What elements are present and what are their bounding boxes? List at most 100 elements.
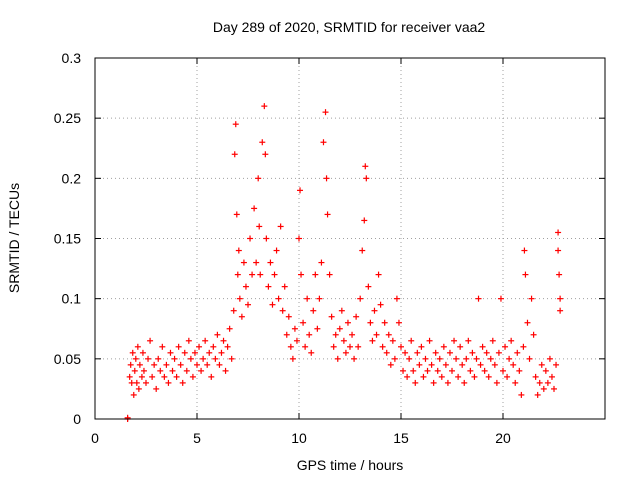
data-point <box>402 349 409 356</box>
data-point <box>522 271 529 278</box>
data-point <box>387 361 394 368</box>
data-point <box>479 343 486 350</box>
data-point <box>310 307 317 314</box>
x-tick-label: 15 <box>393 430 409 446</box>
data-point <box>127 361 134 368</box>
data-point <box>379 343 386 350</box>
data-point <box>451 337 458 344</box>
data-point <box>157 367 164 374</box>
data-point <box>179 379 186 386</box>
data-point <box>406 355 413 362</box>
data-point <box>308 349 315 356</box>
data-point <box>446 349 453 356</box>
x-axis: 0 5 10 15 20 <box>91 58 511 446</box>
data-point <box>191 349 198 356</box>
data-point <box>495 349 502 356</box>
data-point <box>293 337 300 344</box>
data-point <box>240 259 247 266</box>
data-point <box>218 349 225 356</box>
data-point <box>140 367 147 374</box>
y-tick-label: 0.3 <box>62 50 82 66</box>
data-point <box>351 355 358 362</box>
data-point <box>298 271 305 278</box>
data-point <box>475 295 482 302</box>
data-point <box>161 373 168 380</box>
data-point <box>404 373 411 380</box>
data-point <box>555 247 562 254</box>
data-point <box>133 379 140 386</box>
data-point <box>510 361 517 368</box>
data-point <box>420 373 427 380</box>
data-point <box>251 205 258 212</box>
data-point <box>424 367 431 374</box>
x-tick-label: 20 <box>495 430 511 446</box>
data-point <box>440 343 447 350</box>
data-point <box>532 373 539 380</box>
data-points <box>124 103 564 422</box>
data-point <box>459 361 466 368</box>
data-point <box>365 283 372 290</box>
data-point <box>328 313 335 320</box>
data-point <box>449 367 455 374</box>
data-point <box>269 301 276 308</box>
data-point <box>235 247 242 254</box>
data-point <box>231 151 238 158</box>
data-point <box>177 361 184 368</box>
x-tick-label: 0 <box>91 430 99 446</box>
grid-lines <box>95 58 605 419</box>
data-point <box>347 343 353 350</box>
data-point <box>132 355 139 362</box>
data-point <box>139 349 146 356</box>
data-point <box>455 373 462 380</box>
data-point <box>147 337 154 344</box>
data-point <box>159 343 166 350</box>
data-point <box>259 139 266 146</box>
data-point <box>357 295 364 302</box>
data-point <box>283 331 290 338</box>
data-point <box>279 307 286 314</box>
data-point <box>518 391 525 398</box>
data-point <box>291 325 298 332</box>
data-point <box>262 151 269 158</box>
data-point <box>304 295 311 302</box>
data-point <box>167 349 174 356</box>
data-point <box>526 355 533 362</box>
data-point <box>442 361 449 368</box>
data-point <box>477 361 484 368</box>
data-point <box>461 379 468 386</box>
data-point <box>377 301 384 308</box>
data-point <box>465 337 472 344</box>
data-point <box>408 337 415 344</box>
data-point <box>369 337 376 344</box>
data-point <box>497 295 504 302</box>
y-tick-label: 0.25 <box>54 110 81 126</box>
data-point <box>414 349 421 356</box>
data-point <box>469 349 476 356</box>
y-tick-label: 0.15 <box>54 231 81 247</box>
data-point <box>183 367 190 374</box>
data-point <box>300 319 307 326</box>
data-point <box>432 349 439 356</box>
data-point <box>165 379 172 386</box>
chart-title: Day 289 of 2020, SRMTID for receiver vaa… <box>213 19 486 35</box>
data-point <box>483 349 490 356</box>
data-point <box>381 319 388 326</box>
data-point <box>395 319 402 326</box>
data-point <box>371 307 378 314</box>
data-point <box>353 313 360 320</box>
data-point <box>236 295 243 302</box>
data-point <box>489 337 496 344</box>
data-point <box>457 343 464 350</box>
data-point <box>206 349 213 356</box>
data-point <box>555 229 562 236</box>
data-point <box>324 211 331 218</box>
data-point <box>544 379 551 386</box>
data-point <box>393 295 400 302</box>
data-point <box>224 343 231 350</box>
data-point <box>285 313 292 320</box>
data-point <box>463 355 470 362</box>
data-point <box>143 379 149 386</box>
data-point <box>540 385 547 392</box>
data-point <box>538 361 545 368</box>
data-point <box>185 337 192 344</box>
